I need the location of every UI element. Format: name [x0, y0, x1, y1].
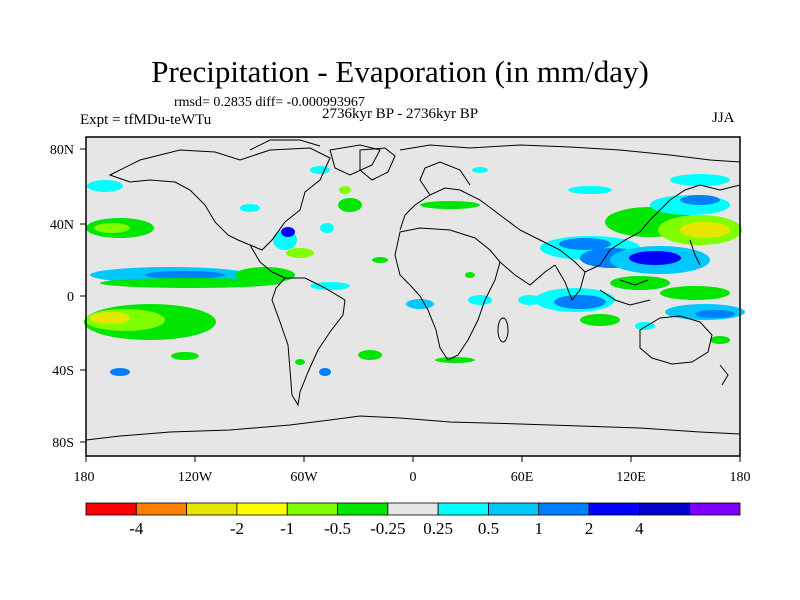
experiment-label: Expt = tfMDu-teWTu — [80, 112, 212, 128]
colorbar-label: 0.5 — [478, 519, 499, 538]
colorbar-label: -0.25 — [370, 519, 405, 538]
lat-label-40n: 40N — [50, 218, 74, 233]
lon-label-180e: 180 — [730, 470, 751, 485]
lon-label-60w: 60W — [290, 470, 318, 485]
latitude-axis — [80, 148, 86, 443]
colorbar-swatch — [538, 502, 590, 516]
lon-label-120e: 120E — [616, 470, 646, 485]
colorbar-swatch — [85, 502, 137, 516]
colorbar-swatch — [186, 502, 238, 516]
colorbar-swatch — [387, 502, 439, 516]
lon-label-120w: 120W — [178, 470, 213, 485]
colorbar-swatch — [638, 502, 691, 516]
lon-label-60e: 60E — [511, 470, 534, 485]
colorbar-label: -4 — [129, 519, 144, 538]
lat-label-40s: 40S — [52, 364, 74, 379]
anomaly-fields — [84, 166, 745, 376]
coastlines — [85, 139, 741, 441]
rmsd-stats: rmsd= 0.2835 diff= -0.000993967 — [174, 95, 365, 110]
colorbar-label: -2 — [230, 519, 244, 538]
colorbar — [85, 502, 741, 516]
longitude-axis — [85, 456, 741, 462]
colorbar-swatch — [488, 502, 540, 516]
lon-label-0: 0 — [410, 470, 417, 485]
colorbar-label: 2 — [585, 519, 594, 538]
colorbar-swatch — [236, 502, 288, 516]
colorbar-swatch — [437, 502, 489, 516]
lat-label-0: 0 — [67, 290, 74, 305]
lat-label-80n: 80N — [50, 143, 74, 158]
map-panel — [86, 137, 740, 456]
colorbar-swatch — [337, 502, 389, 516]
colorbar-swatch — [588, 502, 640, 516]
plot-subtitle: 2736kyr BP - 2736kyr BP — [321, 106, 479, 122]
lat-label-80s: 80S — [52, 436, 74, 451]
lon-label-180w: 180 — [74, 470, 95, 485]
colorbar-swatch — [135, 502, 188, 516]
colorbar-label: 4 — [635, 519, 644, 538]
colorbar-label: -0.5 — [324, 519, 351, 538]
colorbar-label: 1 — [535, 519, 544, 538]
colorbar-swatch — [286, 502, 338, 516]
colorbar-labels: -4 -2 -1 -0.5 -0.25 0.25 0.5 1 2 4 — [129, 519, 644, 538]
plot-title: Precipitation - Evaporation (in mm/day) — [151, 54, 649, 89]
season-label: JJA — [712, 110, 735, 126]
colorbar-label: -1 — [280, 519, 294, 538]
colorbar-label: 0.25 — [423, 519, 453, 538]
colorbar-swatch — [689, 502, 741, 516]
